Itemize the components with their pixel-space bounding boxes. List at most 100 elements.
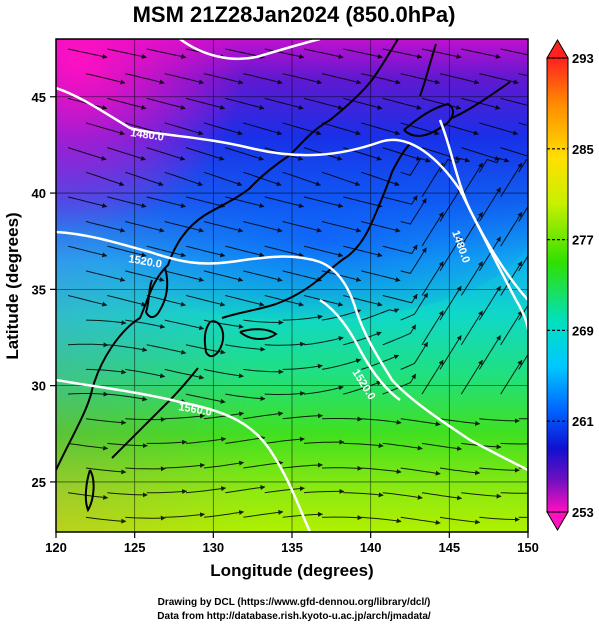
contour-line [56,378,312,532]
streamline [225,344,266,352]
streamline [282,171,321,187]
streamline [264,245,304,258]
streamline [203,460,245,469]
streamline [107,295,147,307]
streamline [518,205,528,222]
streamline [125,73,165,85]
contour-line [56,86,528,331]
y-axis: 25 30 35 40 45 [32,90,56,490]
y-tick-label: 40 [32,186,46,201]
streamline [478,157,510,173]
streamline [264,196,304,208]
streamline [461,97,501,110]
coastline-korea [144,267,169,318]
streamline [361,171,400,187]
streamline [67,295,108,307]
streamline [478,285,501,321]
colorbar-ticks: 293 285 277 269 261 253 [547,51,594,520]
contour-line [319,298,401,402]
streamline [282,314,323,321]
streamline [460,211,483,247]
streamline [321,465,363,471]
streamline [461,48,501,59]
streamline [164,368,205,380]
streamline [67,391,109,397]
y-axis-label: Latitude (degrees) [3,212,22,359]
streamline [146,147,186,161]
contour-line [438,119,528,301]
x-tick-label: 120 [45,540,67,555]
streamline [243,509,284,518]
streamline [243,171,282,187]
streamline [500,97,528,106]
streamline [460,310,483,346]
streamline [203,368,244,379]
streamline [243,73,283,85]
streamline [164,413,205,420]
streamline [500,147,528,157]
streamline [382,48,423,59]
streamline [343,245,383,258]
streamline [500,492,528,494]
streamline [85,221,126,233]
streamline [343,48,383,59]
streamline [243,319,284,325]
streamline [421,162,444,198]
streamline [479,122,519,136]
streamline [85,171,125,187]
streamline [225,485,266,494]
streamline [125,368,166,379]
streamline [400,418,441,427]
streamline [146,245,186,258]
streamline [518,73,528,77]
streamline [85,516,127,524]
streamline [203,411,245,420]
x-tick-label: 125 [124,540,146,555]
y-tick-label: 30 [32,379,46,394]
streamline [164,462,205,469]
streamline [85,368,127,375]
streamline [264,48,305,59]
streamline [361,73,401,85]
streamline [303,439,345,445]
streamline [303,488,345,494]
streamline [107,97,147,110]
streamline [343,331,382,346]
colorbar-tick-label: 293 [572,51,594,66]
streamline [185,97,226,110]
contour-line [56,230,528,472]
streamline [243,270,283,282]
lat-lon-grid [56,39,528,532]
streamline [146,97,186,110]
colorbar-scale [546,57,569,513]
streamline [382,244,418,255]
streamline [107,393,148,402]
streamline [282,413,323,420]
streamline [282,221,322,233]
streamline [203,122,243,136]
streamline [107,442,148,449]
streamline [343,380,382,395]
streamline [185,393,226,404]
streamline [500,48,528,56]
streamline [303,295,344,307]
streamline [321,270,362,282]
streamline [85,467,127,475]
streamline [303,245,344,258]
streamline [421,442,463,451]
streamline [321,358,362,370]
streamline [439,335,462,370]
streamline [164,122,204,136]
contour-label: 1520.0 [127,253,162,271]
streamline [479,516,520,522]
streamline [321,171,361,187]
streamline [518,158,528,173]
streamline [421,147,461,161]
streamline [85,418,127,426]
streamline [518,418,528,420]
streamline [225,393,266,402]
streamline [460,359,483,395]
coastline-japan-honshu [221,143,411,319]
geopotential-contours [56,39,528,532]
streamline [264,391,306,397]
